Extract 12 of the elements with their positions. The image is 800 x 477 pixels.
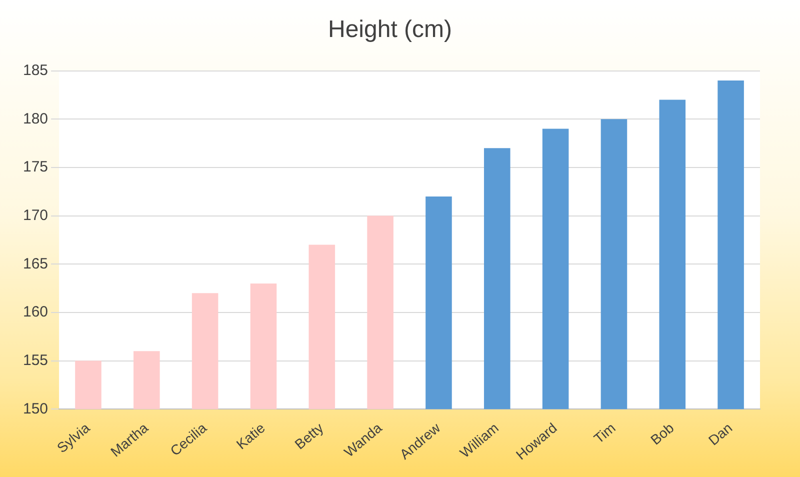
- x-tick-label: Dan: [705, 420, 736, 448]
- y-tick-label: 185: [22, 62, 48, 79]
- y-tick-label: 160: [22, 304, 48, 321]
- chart-title: Height (cm): [328, 16, 452, 44]
- y-tick-label: 180: [22, 110, 48, 128]
- y-tick-label: 170: [22, 206, 48, 224]
- x-tick-label: Bob: [647, 419, 677, 448]
- y-tick-label: 175: [22, 158, 48, 176]
- y-tick-label: 155: [22, 352, 48, 369]
- y-tick-label: 150: [22, 400, 48, 418]
- x-tick-label: Tim: [590, 420, 618, 446]
- y-tick-label: 165: [22, 255, 48, 272]
